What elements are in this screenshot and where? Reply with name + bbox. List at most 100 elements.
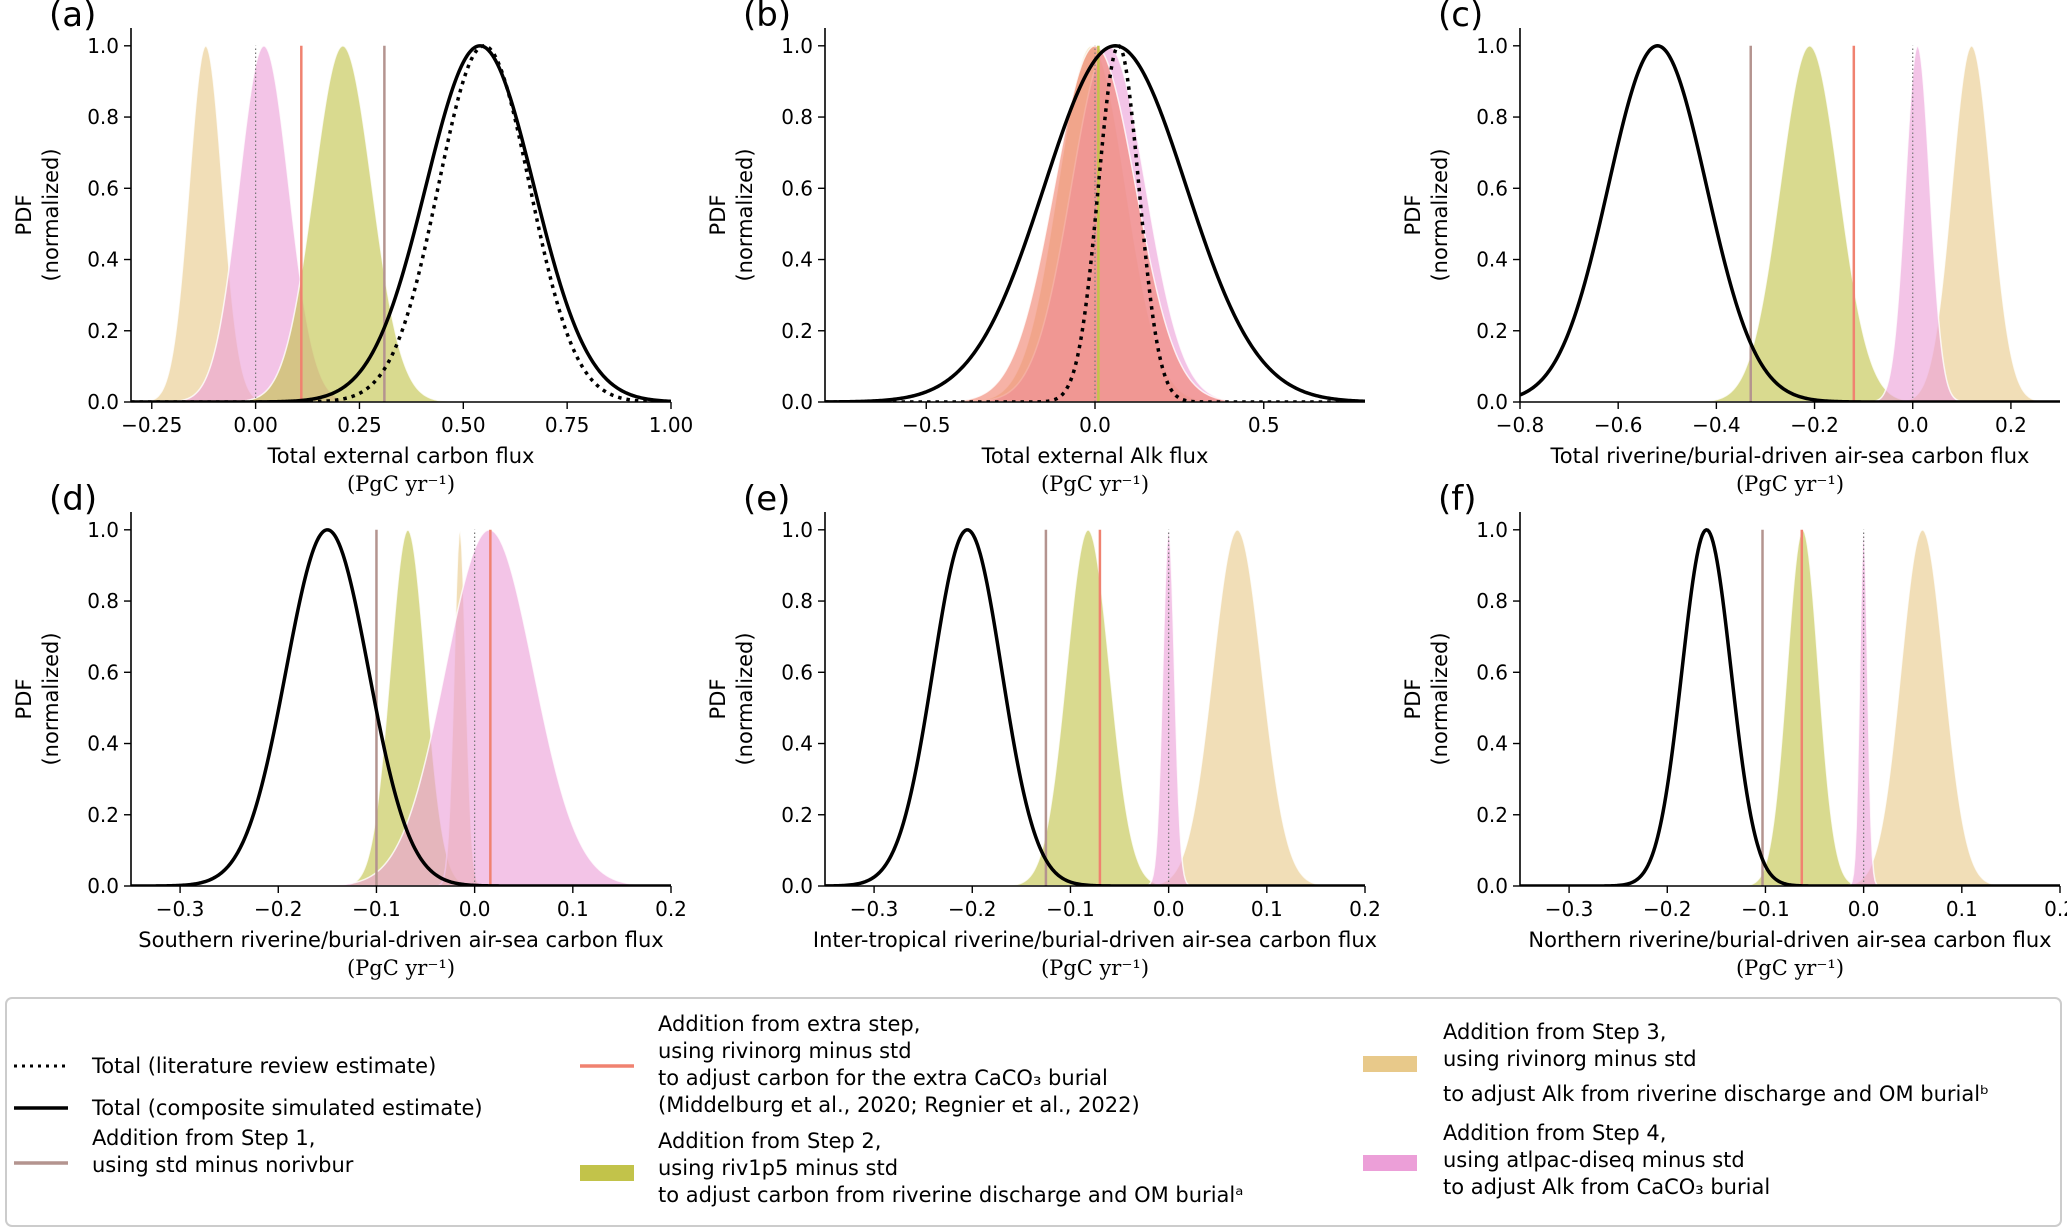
panel-e-xtick-label: 0.2 bbox=[1349, 897, 1381, 921]
panel-c-xtick-label: −0.8 bbox=[1496, 413, 1545, 437]
panel-a-ytick-label: 0.0 bbox=[87, 390, 119, 414]
panel-e-xtick-label: 0.0 bbox=[1153, 897, 1185, 921]
panel-b-letter: (b) bbox=[743, 0, 791, 35]
panel-f-ytick-label: 1.0 bbox=[1476, 518, 1508, 542]
panel-c-plot-area bbox=[1520, 44, 2060, 402]
panel-b-ytick-label: 0.4 bbox=[781, 248, 813, 272]
panel-e-ytick-label: 0.6 bbox=[781, 660, 813, 684]
panel-b-ytick-label: 0.8 bbox=[781, 105, 813, 129]
panel-d-ytick-label: 0.2 bbox=[87, 803, 119, 827]
panel-a-xtick-label: 0.25 bbox=[337, 413, 382, 437]
panel-a-fill-step-3 bbox=[131, 45, 671, 402]
panel-f: −0.3 −0.2 −0.1 0.0 0.1 0.2 0.0 0.2 0.4 0.6 0.8 1.0 N… bbox=[1401, 479, 2067, 980]
panel-a-xtick-label: 0.50 bbox=[441, 413, 486, 437]
panel-b-ytick-label: 0.0 bbox=[781, 390, 813, 414]
panel-f-xtick-label: 0.0 bbox=[1848, 897, 1880, 921]
panel-d-plot-area bbox=[131, 528, 671, 886]
panel-f-xlabel: Northern riverine/burial-driven air-sea … bbox=[1528, 928, 2051, 952]
panel-e-xtick-label: −0.1 bbox=[1046, 897, 1095, 921]
panel-a-ytick-label: 0.6 bbox=[87, 176, 119, 200]
panel-e-xtick-label: −0.3 bbox=[850, 897, 899, 921]
panel-a-unit-label: (PgC yr⁻¹) bbox=[347, 472, 455, 496]
panel-d-fill-step-4 bbox=[131, 529, 671, 886]
panel-c-ylabel-line1: PDF bbox=[1401, 195, 1425, 236]
panel-a-ytick-label: 0.2 bbox=[87, 319, 119, 343]
panel-a-letter: (a) bbox=[49, 0, 96, 35]
panel-e: −0.3 −0.2 −0.1 0.0 0.1 0.2 0.0 0.2 0.4 0.6 0.8 1.0 I… bbox=[706, 479, 1381, 980]
panel-b-plot-area bbox=[825, 44, 1365, 402]
panel-b-xlabel: Total external Alk flux bbox=[981, 444, 1209, 468]
panel-b-ylabel-line2: (normalized) bbox=[733, 148, 757, 281]
panel-c-xlabel: Total riverine/burial-driven air-sea car… bbox=[1550, 444, 2030, 468]
panel-a-ylabel-line2: (normalized) bbox=[39, 148, 63, 281]
panel-c-ytick-label: 0.2 bbox=[1476, 319, 1508, 343]
panel-d-ytick-label: 1.0 bbox=[87, 518, 119, 542]
panel-e-fill-step-2 bbox=[825, 528, 1365, 886]
panel-b-ytick-label: 0.2 bbox=[781, 319, 813, 343]
panel-d-curve-composite bbox=[131, 528, 671, 886]
panel-c-xtick-label: −0.2 bbox=[1790, 413, 1839, 437]
panel-c-ylabel-line2: (normalized) bbox=[1428, 148, 1452, 281]
panel-f-fill-step-3 bbox=[1520, 529, 2060, 886]
panel-b-xtick-label: 0.5 bbox=[1248, 413, 1280, 437]
panel-a-ytick-label: 0.4 bbox=[87, 248, 119, 272]
panel-a-xtick-label: 1.00 bbox=[649, 413, 694, 437]
panel-e-ytick-label: 0.2 bbox=[781, 803, 813, 827]
panel-d-fill-step-2 bbox=[131, 528, 671, 886]
panel-f-ytick-label: 0.4 bbox=[1476, 732, 1508, 756]
panel-c-xtick-label: −0.4 bbox=[1692, 413, 1741, 437]
panel-a-xlabel: Total external carbon flux bbox=[267, 444, 535, 468]
panel-e-xtick-label: 0.1 bbox=[1251, 897, 1283, 921]
panel-e-fill-step-3 bbox=[825, 529, 1365, 886]
panel-d-xtick-label: 0.0 bbox=[459, 897, 491, 921]
panel-f-fill-step-2 bbox=[1520, 529, 2060, 886]
panel-e-ytick-label: 1.0 bbox=[781, 518, 813, 542]
panel-d-xtick-label: −0.1 bbox=[352, 897, 401, 921]
panel-d-xtick-label: −0.3 bbox=[156, 897, 205, 921]
panel-f-xtick-label: −0.3 bbox=[1545, 897, 1594, 921]
panel-e-unit-label: (PgC yr⁻¹) bbox=[1041, 956, 1149, 980]
panel-e-ylabel-line1: PDF bbox=[706, 679, 730, 720]
panel-a-curve-literature bbox=[131, 44, 671, 402]
panel-c-xtick-label: 0.0 bbox=[1897, 413, 1929, 437]
panel-f-ytick-label: 0.0 bbox=[1476, 874, 1508, 898]
panel-e-xtick-label: −0.2 bbox=[948, 897, 997, 921]
panel-a-plot-area bbox=[131, 44, 671, 402]
panel-f-unit-label: (PgC yr⁻¹) bbox=[1736, 956, 1844, 980]
panel-f-xtick-label: −0.1 bbox=[1741, 897, 1790, 921]
panel-d: −0.3 −0.2 −0.1 0.0 0.1 0.2 0.0 0.2 0.4 0.6 0.8 1.0 S… bbox=[12, 479, 687, 980]
panel-d-ylabel-line2: (normalized) bbox=[39, 632, 63, 765]
panel-d-xtick-label: 0.2 bbox=[655, 897, 687, 921]
panel-e-ytick-label: 0.4 bbox=[781, 732, 813, 756]
panel-c-letter: (c) bbox=[1438, 0, 1483, 35]
panel-d-ytick-label: 0.4 bbox=[87, 732, 119, 756]
panel-c-xtick-label: −0.6 bbox=[1594, 413, 1643, 437]
panel-f-ytick-label: 0.2 bbox=[1476, 803, 1508, 827]
panel-a-xtick-label: −0.25 bbox=[121, 413, 182, 437]
panel-d-ytick-label: 0.8 bbox=[87, 589, 119, 613]
panel-a-ytick-label: 0.8 bbox=[87, 105, 119, 129]
panel-c-curve-composite bbox=[1520, 44, 2060, 402]
panel-f-plot-area bbox=[1520, 527, 2060, 886]
panel-f-ytick-label: 0.8 bbox=[1476, 589, 1508, 613]
panel-b: −0.5 0.0 0.5 0.0 0.2 0.4 0.6 0.8 1.0 Total extern… bbox=[706, 0, 1365, 496]
panel-b-ylabel-line1: PDF bbox=[706, 195, 730, 236]
panel-c: −0.8 −0.6 −0.4 −0.2 0.0 0.2 0.0 0.2 0.4 0.6 0.8 1.0… bbox=[1401, 0, 2060, 496]
panel-d-unit-label: (PgC yr⁻¹) bbox=[347, 956, 455, 980]
panel-f-letter: (f) bbox=[1438, 479, 1477, 519]
panel-f-xtick-label: −0.2 bbox=[1643, 897, 1692, 921]
panel-a-xtick-label: 0.00 bbox=[233, 413, 278, 437]
panel-e-ytick-label: 0.8 bbox=[781, 589, 813, 613]
panel-c-ytick-label: 0.0 bbox=[1476, 390, 1508, 414]
panel-c-ytick-label: 1.0 bbox=[1476, 34, 1508, 58]
panel-b-xtick-label: 0.0 bbox=[1079, 413, 1111, 437]
panel-a-curve-composite bbox=[131, 44, 671, 402]
panel-d-xtick-label: −0.2 bbox=[254, 897, 303, 921]
panel-c-ytick-label: 0.6 bbox=[1476, 176, 1508, 200]
panel-e-ylabel-line2: (normalized) bbox=[733, 632, 757, 765]
panel-c-ytick-label: 0.8 bbox=[1476, 105, 1508, 129]
panel-f-xtick-label: 0.2 bbox=[2044, 897, 2067, 921]
panel-a-ylabel-line1: PDF bbox=[12, 195, 36, 236]
panel-f-ytick-label: 0.6 bbox=[1476, 660, 1508, 684]
